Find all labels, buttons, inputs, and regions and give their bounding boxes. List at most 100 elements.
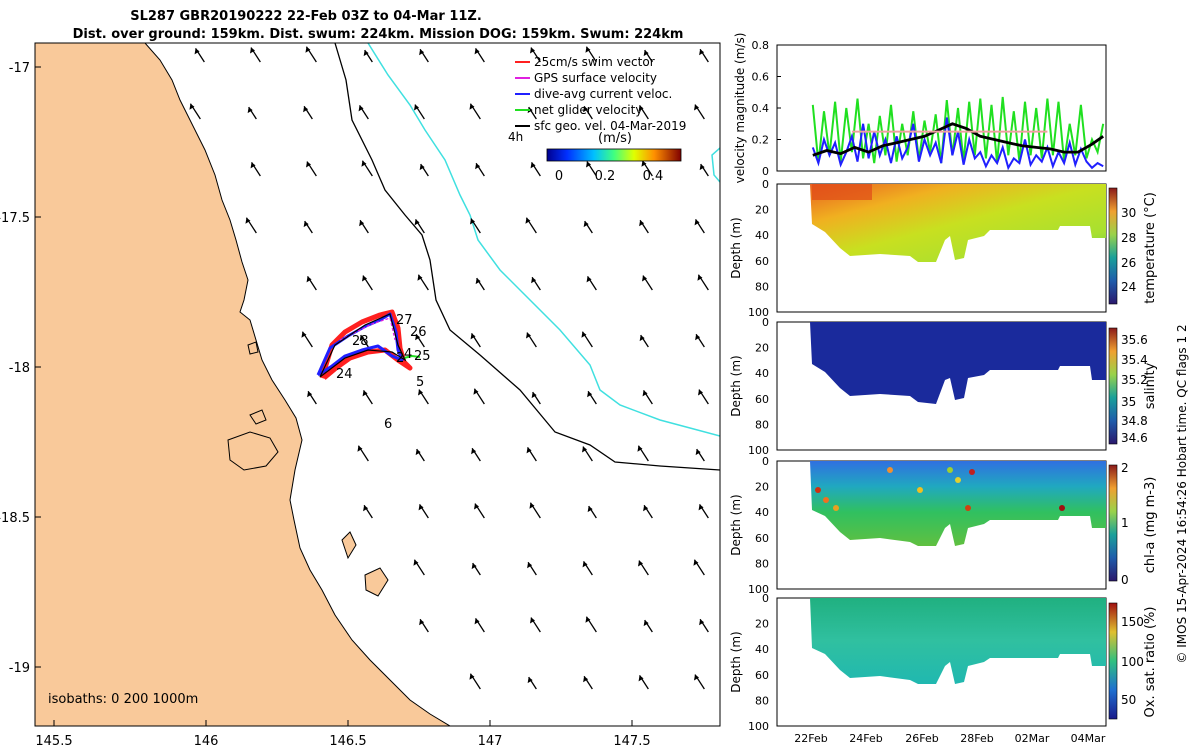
map-island-large — [227, 431, 279, 471]
colorbar-title: (m/s) — [598, 131, 632, 146]
velocity-vector-head — [305, 46, 311, 53]
temperature-cbtick: 28 — [1121, 231, 1136, 245]
velocity-vector-head — [357, 445, 363, 452]
temperature-ytick: 20 — [755, 204, 769, 217]
velocity-vector-head — [475, 278, 481, 285]
isobath-legend: isobaths: 0 200 1000m — [48, 692, 198, 707]
velocity-vector-head — [470, 218, 476, 225]
chla-hotspot — [887, 467, 893, 473]
temperature-cblabel: temperature (°C) — [1143, 192, 1158, 304]
velocity-vector-head — [585, 616, 591, 623]
salinity-cbtick: 35.4 — [1121, 353, 1148, 367]
chla-field — [810, 461, 1106, 546]
oxygen-cbtick: 50 — [1121, 693, 1136, 707]
velocity-vector-head — [583, 676, 589, 683]
velocity-vector-head — [699, 619, 705, 626]
map-xtick-label: 146 — [194, 734, 219, 749]
salinity-ytick: 100 — [748, 444, 769, 457]
velocity-vector-head — [303, 221, 309, 228]
day-label: 5 — [416, 375, 424, 390]
velocity-vector-head — [418, 389, 424, 396]
chla-ytick: 80 — [755, 557, 769, 570]
title-line2: Dist. over ground: 159km. Dist. swum: 22… — [73, 27, 684, 42]
salinity-ytick: 60 — [755, 393, 769, 406]
time-xtick: 24Feb — [849, 732, 882, 745]
velocity-vector-head — [642, 275, 648, 282]
map-island-small-c — [341, 531, 357, 560]
oxygen-ytick: 60 — [755, 669, 769, 682]
velocity-vector-head — [358, 105, 364, 112]
salinity-colorbar — [1108, 327, 1118, 445]
map-island-small-b — [364, 567, 389, 597]
velocity-vector-head — [694, 674, 700, 681]
chla-cbtick: 1 — [1121, 516, 1129, 530]
velocity-vector-head — [587, 506, 593, 513]
velocity-vector-head — [695, 334, 701, 341]
day-label: 28 — [352, 334, 369, 349]
velocity-vector-head — [582, 561, 588, 568]
chla-hotspot — [815, 487, 821, 493]
velocity-vector-head — [419, 619, 425, 626]
track-net-velocity — [403, 354, 421, 359]
map-frame — [34, 42, 721, 727]
velocity-vector-head — [638, 675, 644, 682]
velocity-vector-head — [419, 49, 425, 56]
map-ytick-label: -18 — [9, 361, 30, 376]
temperature-ytick: 60 — [755, 255, 769, 268]
oxygen-panel — [776, 597, 1107, 727]
map-xtick-label: 147 — [478, 734, 503, 749]
chla-ylabel: Depth (m) — [729, 494, 743, 555]
velocity-vector-head — [530, 617, 536, 624]
velocity-vector-head — [582, 446, 588, 453]
velocity-vector-head — [694, 104, 700, 111]
velocity-vector-head — [361, 160, 367, 167]
velocity-vector-head — [306, 276, 312, 283]
velocity-vector-head — [693, 559, 699, 566]
salinity-cbtick: 35.6 — [1121, 333, 1148, 347]
day-label: 24 — [336, 367, 353, 382]
map-legend: 25cm/s swim vector GPS surface velocity di… — [515, 55, 686, 133]
velocity-vector-head — [525, 217, 531, 224]
legend-label: dive-avg current veloc. — [534, 87, 672, 101]
velocity-vector-head — [698, 389, 704, 396]
velocity-ytick: 0 — [762, 165, 769, 178]
velocity-vector-head — [473, 388, 479, 395]
velocity-vector-head — [698, 504, 704, 511]
oxygen-colorbar — [1108, 602, 1118, 720]
day-label: 4 — [404, 347, 412, 362]
velocity-vector-head — [527, 107, 533, 114]
oxygen-cbtick: 100 — [1121, 655, 1144, 669]
velocity-series — [811, 96, 1105, 171]
temperature-colorbar — [1108, 187, 1118, 305]
velocity-ytick: 0.8 — [752, 39, 770, 52]
velocity-vector-head — [531, 277, 537, 284]
velocity-vector-head — [639, 335, 645, 342]
velocity-vector-head — [529, 502, 535, 509]
chla-cbtick: 0 — [1121, 573, 1129, 587]
chla-panel — [776, 460, 1107, 590]
salinity-ytick: 20 — [755, 342, 769, 355]
velocity-vector-head — [301, 331, 307, 338]
salinity-cbtick: 34.8 — [1121, 414, 1148, 428]
velocity-ytick: 0.4 — [752, 102, 770, 115]
velocity-vector-head — [699, 164, 705, 171]
velocity-vector-head — [469, 103, 475, 110]
velocity-vector-head — [417, 274, 423, 281]
map-xtick-label: 146.5 — [329, 734, 366, 749]
chla-colorbar — [1108, 464, 1118, 582]
day-label: 25 — [414, 349, 431, 364]
velocity-vector-head — [363, 50, 369, 57]
time-xtick: 22Feb — [794, 732, 827, 745]
velocity-vector-head — [583, 221, 589, 228]
isobath-1000m — [334, 43, 720, 471]
salinity-cbtick: 35 — [1121, 395, 1136, 409]
velocity-vector-head — [699, 49, 705, 56]
velocity-vector-head — [587, 391, 593, 398]
oxygen-field — [810, 598, 1106, 684]
panel-ticks: 00.20.40.60.8020406080100020406080100020… — [748, 39, 1148, 745]
chla-ytick: 60 — [755, 532, 769, 545]
day-label: 26 — [410, 325, 427, 340]
